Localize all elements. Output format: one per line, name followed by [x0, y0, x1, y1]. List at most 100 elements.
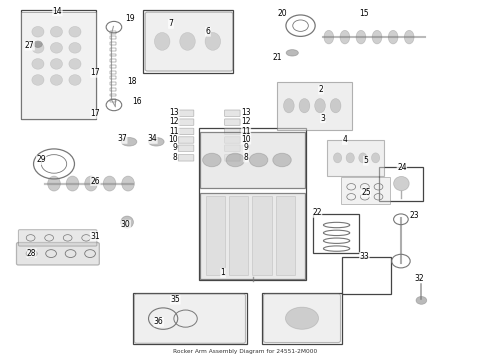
- Text: 1: 1: [220, 268, 225, 277]
- Text: 20: 20: [278, 9, 287, 18]
- Text: 25: 25: [361, 188, 370, 197]
- Ellipse shape: [103, 176, 116, 191]
- Ellipse shape: [50, 42, 63, 53]
- Ellipse shape: [346, 153, 354, 163]
- FancyBboxPatch shape: [224, 155, 240, 161]
- FancyBboxPatch shape: [134, 294, 245, 343]
- Text: 8: 8: [244, 153, 248, 162]
- FancyBboxPatch shape: [19, 230, 97, 246]
- Text: 22: 22: [312, 208, 322, 217]
- Ellipse shape: [356, 30, 366, 44]
- Text: 35: 35: [171, 295, 180, 304]
- Circle shape: [33, 41, 42, 48]
- Text: 37: 37: [117, 134, 127, 143]
- Text: 15: 15: [359, 9, 368, 18]
- Ellipse shape: [180, 32, 196, 50]
- Circle shape: [202, 153, 221, 167]
- Circle shape: [416, 296, 427, 304]
- Ellipse shape: [333, 153, 342, 163]
- Text: 2: 2: [318, 85, 323, 94]
- Text: 11: 11: [170, 127, 179, 136]
- Text: 12: 12: [170, 117, 179, 126]
- Ellipse shape: [69, 26, 81, 37]
- Ellipse shape: [315, 99, 325, 113]
- Ellipse shape: [50, 75, 63, 85]
- FancyBboxPatch shape: [178, 110, 194, 116]
- Circle shape: [226, 153, 245, 167]
- Text: 33: 33: [360, 252, 369, 261]
- FancyBboxPatch shape: [200, 193, 305, 279]
- Ellipse shape: [121, 216, 133, 228]
- Text: 9: 9: [244, 143, 248, 152]
- Ellipse shape: [32, 42, 44, 53]
- FancyBboxPatch shape: [224, 145, 240, 152]
- FancyBboxPatch shape: [327, 140, 384, 176]
- Text: 21: 21: [273, 53, 282, 62]
- Text: 4: 4: [343, 135, 347, 144]
- Text: 5: 5: [364, 156, 368, 165]
- FancyBboxPatch shape: [22, 13, 96, 119]
- Ellipse shape: [393, 176, 409, 191]
- Ellipse shape: [205, 32, 220, 50]
- Circle shape: [249, 153, 268, 167]
- Ellipse shape: [122, 176, 134, 191]
- Ellipse shape: [148, 138, 164, 146]
- Ellipse shape: [69, 75, 81, 85]
- Text: 9: 9: [172, 143, 177, 152]
- Text: 31: 31: [90, 231, 100, 240]
- Ellipse shape: [121, 138, 137, 146]
- Text: 13: 13: [241, 108, 251, 117]
- Text: 19: 19: [125, 14, 134, 23]
- Ellipse shape: [284, 99, 294, 113]
- FancyBboxPatch shape: [341, 177, 390, 204]
- FancyBboxPatch shape: [205, 196, 225, 275]
- Text: 10: 10: [241, 135, 251, 144]
- Text: 32: 32: [415, 274, 424, 283]
- Text: Rocker Arm Assembly Diagram for 24551-2M000: Rocker Arm Assembly Diagram for 24551-2M…: [173, 349, 317, 354]
- FancyBboxPatch shape: [229, 196, 248, 275]
- Text: 18: 18: [127, 77, 137, 86]
- Ellipse shape: [69, 42, 81, 53]
- FancyBboxPatch shape: [224, 119, 240, 125]
- Ellipse shape: [69, 59, 81, 69]
- Text: 24: 24: [397, 163, 407, 172]
- Ellipse shape: [299, 99, 310, 113]
- Ellipse shape: [286, 50, 298, 56]
- FancyBboxPatch shape: [178, 155, 194, 161]
- Ellipse shape: [48, 176, 60, 191]
- Ellipse shape: [32, 59, 44, 69]
- Ellipse shape: [388, 30, 398, 44]
- FancyBboxPatch shape: [224, 128, 240, 135]
- Ellipse shape: [359, 153, 367, 163]
- Ellipse shape: [50, 26, 63, 37]
- Text: 12: 12: [241, 117, 251, 126]
- FancyBboxPatch shape: [224, 110, 240, 116]
- Ellipse shape: [371, 153, 380, 163]
- FancyBboxPatch shape: [200, 132, 305, 188]
- FancyBboxPatch shape: [145, 12, 233, 71]
- Text: 10: 10: [168, 135, 178, 144]
- Text: 27: 27: [25, 41, 34, 50]
- FancyBboxPatch shape: [178, 137, 194, 143]
- FancyBboxPatch shape: [224, 137, 240, 143]
- Text: 17: 17: [91, 68, 100, 77]
- Ellipse shape: [154, 32, 170, 50]
- FancyBboxPatch shape: [276, 196, 295, 275]
- Text: 11: 11: [241, 127, 251, 136]
- Ellipse shape: [32, 26, 44, 37]
- FancyBboxPatch shape: [17, 243, 99, 265]
- Ellipse shape: [32, 75, 44, 85]
- Ellipse shape: [372, 30, 382, 44]
- Ellipse shape: [85, 176, 98, 191]
- Ellipse shape: [324, 30, 334, 44]
- Text: 7: 7: [169, 19, 173, 28]
- Ellipse shape: [66, 176, 79, 191]
- Text: 3: 3: [320, 114, 325, 123]
- Text: 16: 16: [132, 97, 142, 106]
- Ellipse shape: [404, 30, 414, 44]
- FancyBboxPatch shape: [264, 294, 341, 342]
- Text: 26: 26: [91, 176, 100, 185]
- Text: 13: 13: [170, 108, 179, 117]
- Ellipse shape: [330, 99, 341, 113]
- Text: 8: 8: [172, 153, 177, 162]
